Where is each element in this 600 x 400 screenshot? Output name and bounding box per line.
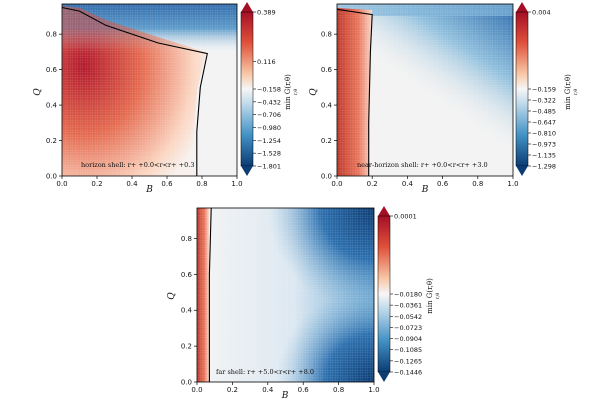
colorbar-tick-label: −0.1446 [394,369,422,377]
x-tick-label: 1.0 [231,180,242,188]
colorbar-tick-label: −1.298 [532,163,556,171]
y-axis-label: Q [33,88,43,96]
x-tick-label: 0.6 [298,386,310,394]
y-tick-label: 0.4 [321,102,333,110]
shell-annotation: far shell: r+ +5.0<r<r+ +8.0 [216,368,314,376]
x-tick-label: 0.8 [333,386,344,394]
colorbar-tick-label: −1.801 [257,163,281,171]
colorbar: 0.389 0.116 −0.158 −0.432 −0.706 −0.980 −1.254… [240,2,299,176]
x-tick-label: 0.4 [262,386,274,394]
colorbar-tick-label: 0.389 [257,9,276,17]
colorbar-sublabel: r,θ [573,89,579,95]
panel-far-shell: 0.0 0.2 0.4 0.6 0.8 1.0 0.0 0.2 0.4 0.6 0.8 B Q fa… [167,206,441,400]
colorbar-max-extend [516,2,528,12]
colorbar-tick-label: −0.0723 [394,324,422,332]
x-tick-label: 0.6 [437,180,449,188]
y-axis-label: Q [309,88,319,96]
colorbar-sublabel: r,θ [435,293,441,299]
axis-ticks: 0.0 0.2 0.4 0.6 0.8 1.0 0.0 0.2 0.4 0.6 0.8 [181,235,380,394]
y-tick-label: 0.0 [181,379,192,387]
colorbar-tick-label: −0.980 [257,124,281,132]
colorbar-tick-label: −0.0361 [394,302,422,310]
colorbar-sublabel: r,θ [293,89,299,95]
y-tick-label: 0.6 [46,66,58,74]
colorbar-max-extend [378,206,390,216]
panel-horizon-shell: 0.0 0.2 0.4 0.6 0.8 1.0 0.0 0.2 0.4 0.6 0.8 B Q ho… [33,2,299,195]
x-tick-label: 0.0 [331,180,342,188]
axis-ticks: 0.0 0.2 0.4 0.6 0.8 1.0 0.0 0.2 0.4 0.6 0.8 [321,31,519,188]
y-tick-label: 0.2 [181,343,192,351]
shell-annotation: horizon shell: r+ +0.0<r<r+ +0.3 [81,161,194,169]
plot-frame [196,207,375,383]
colorbar-label: min G(r,θ) [564,74,572,110]
x-tick-label: 0.0 [56,180,67,188]
x-tick-label: 0.2 [367,180,378,188]
x-tick-label: 0.4 [402,180,414,188]
colorbar: 0.0001 −0.0180 −0.0361 −0.0542 −0.0723 −0.090… [377,206,441,382]
colorbar-tick-label: −1.135 [532,152,556,160]
colorbar-tick-label: −0.0904 [394,335,422,343]
colorbar-tick-label: −0.647 [532,119,556,127]
x-tick-label: 0.8 [472,180,483,188]
panel-near-horizon-shell: 0.0 0.2 0.4 0.6 0.8 1.0 0.0 0.2 0.4 0.6 0.8 B Q ne… [309,2,579,195]
colorbar-tick-label: 0.0001 [394,213,417,221]
y-tick-label: 0.8 [46,31,57,39]
colorbar: 0.004 −0.159 −0.322 −0.485 −0.647 −0.810 −0.97… [515,2,579,176]
zero-contour [337,8,373,176]
x-tick-label: 0.2 [91,180,102,188]
y-tick-label: 0.6 [181,271,193,279]
y-tick-label: 0.0 [46,173,57,181]
shell-annotation: near-horizon shell: r+ +0.0<r<r+ +3.0 [357,161,488,169]
x-tick-label: 1.0 [507,180,518,188]
x-tick-label: 0.2 [227,386,238,394]
x-tick-label: 0.4 [126,180,138,188]
x-tick-label: 0.6 [161,180,173,188]
colorbar-tick-label: −0.1085 [394,346,422,354]
x-axis-label: B [421,185,429,195]
y-tick-label: 0.4 [181,307,193,315]
x-axis-label: B [145,185,153,195]
y-axis-label: Q [167,292,177,300]
x-tick-label: 0.0 [191,386,202,394]
axis-ticks: 0.0 0.2 0.4 0.6 0.8 1.0 0.0 0.2 0.4 0.6 0.8 [46,31,243,188]
y-tick-label: 0.8 [181,235,192,243]
y-tick-label: 0.2 [321,137,332,145]
colorbar-max-extend [241,2,253,12]
colorbar-tick-label: −0.485 [532,108,556,116]
x-tick-label: 1.0 [368,386,379,394]
colorbar-min-extend [378,372,390,382]
colorbar-tick-label: −0.322 [532,97,556,105]
y-tick-label: 0.0 [321,173,332,181]
y-tick-label: 0.6 [321,66,333,74]
colorbar-label: min G(r,θ) [426,278,434,314]
colorbar-tick-label: 0.004 [532,9,551,17]
colorbar-label: min G(r,θ) [284,74,292,110]
colorbar-tick-label: −0.706 [257,111,281,119]
colorbar-min-extend [241,166,253,176]
plot-frame [336,3,514,177]
colorbar-tick-label: −1.254 [257,137,281,145]
colorbar-min-extend [516,166,528,176]
zero-contour [208,208,212,382]
plot-frame [61,3,238,177]
colorbar-tick-label: −1.528 [257,150,281,158]
x-tick-label: 0.8 [196,180,207,188]
colorbar-tick-label: −0.0180 [394,291,422,299]
colorbar-tick-label: −0.432 [257,98,281,106]
y-tick-label: 0.4 [46,102,58,110]
zero-contour [62,6,208,176]
colorbar-tick-label: −0.810 [532,130,556,138]
colorbar-tick-label: −0.0542 [394,313,422,321]
colorbar-tick-label: 0.116 [257,58,276,66]
y-tick-label: 0.2 [46,137,57,145]
y-tick-label: 0.8 [321,31,332,39]
colorbar-tick-label: −0.159 [532,86,556,94]
colorbar-tick-label: −0.158 [257,86,281,94]
colorbar-tick-label: −0.973 [532,141,556,149]
colorbar-tick-label: −0.1265 [394,357,422,365]
x-axis-label: B [281,391,289,400]
